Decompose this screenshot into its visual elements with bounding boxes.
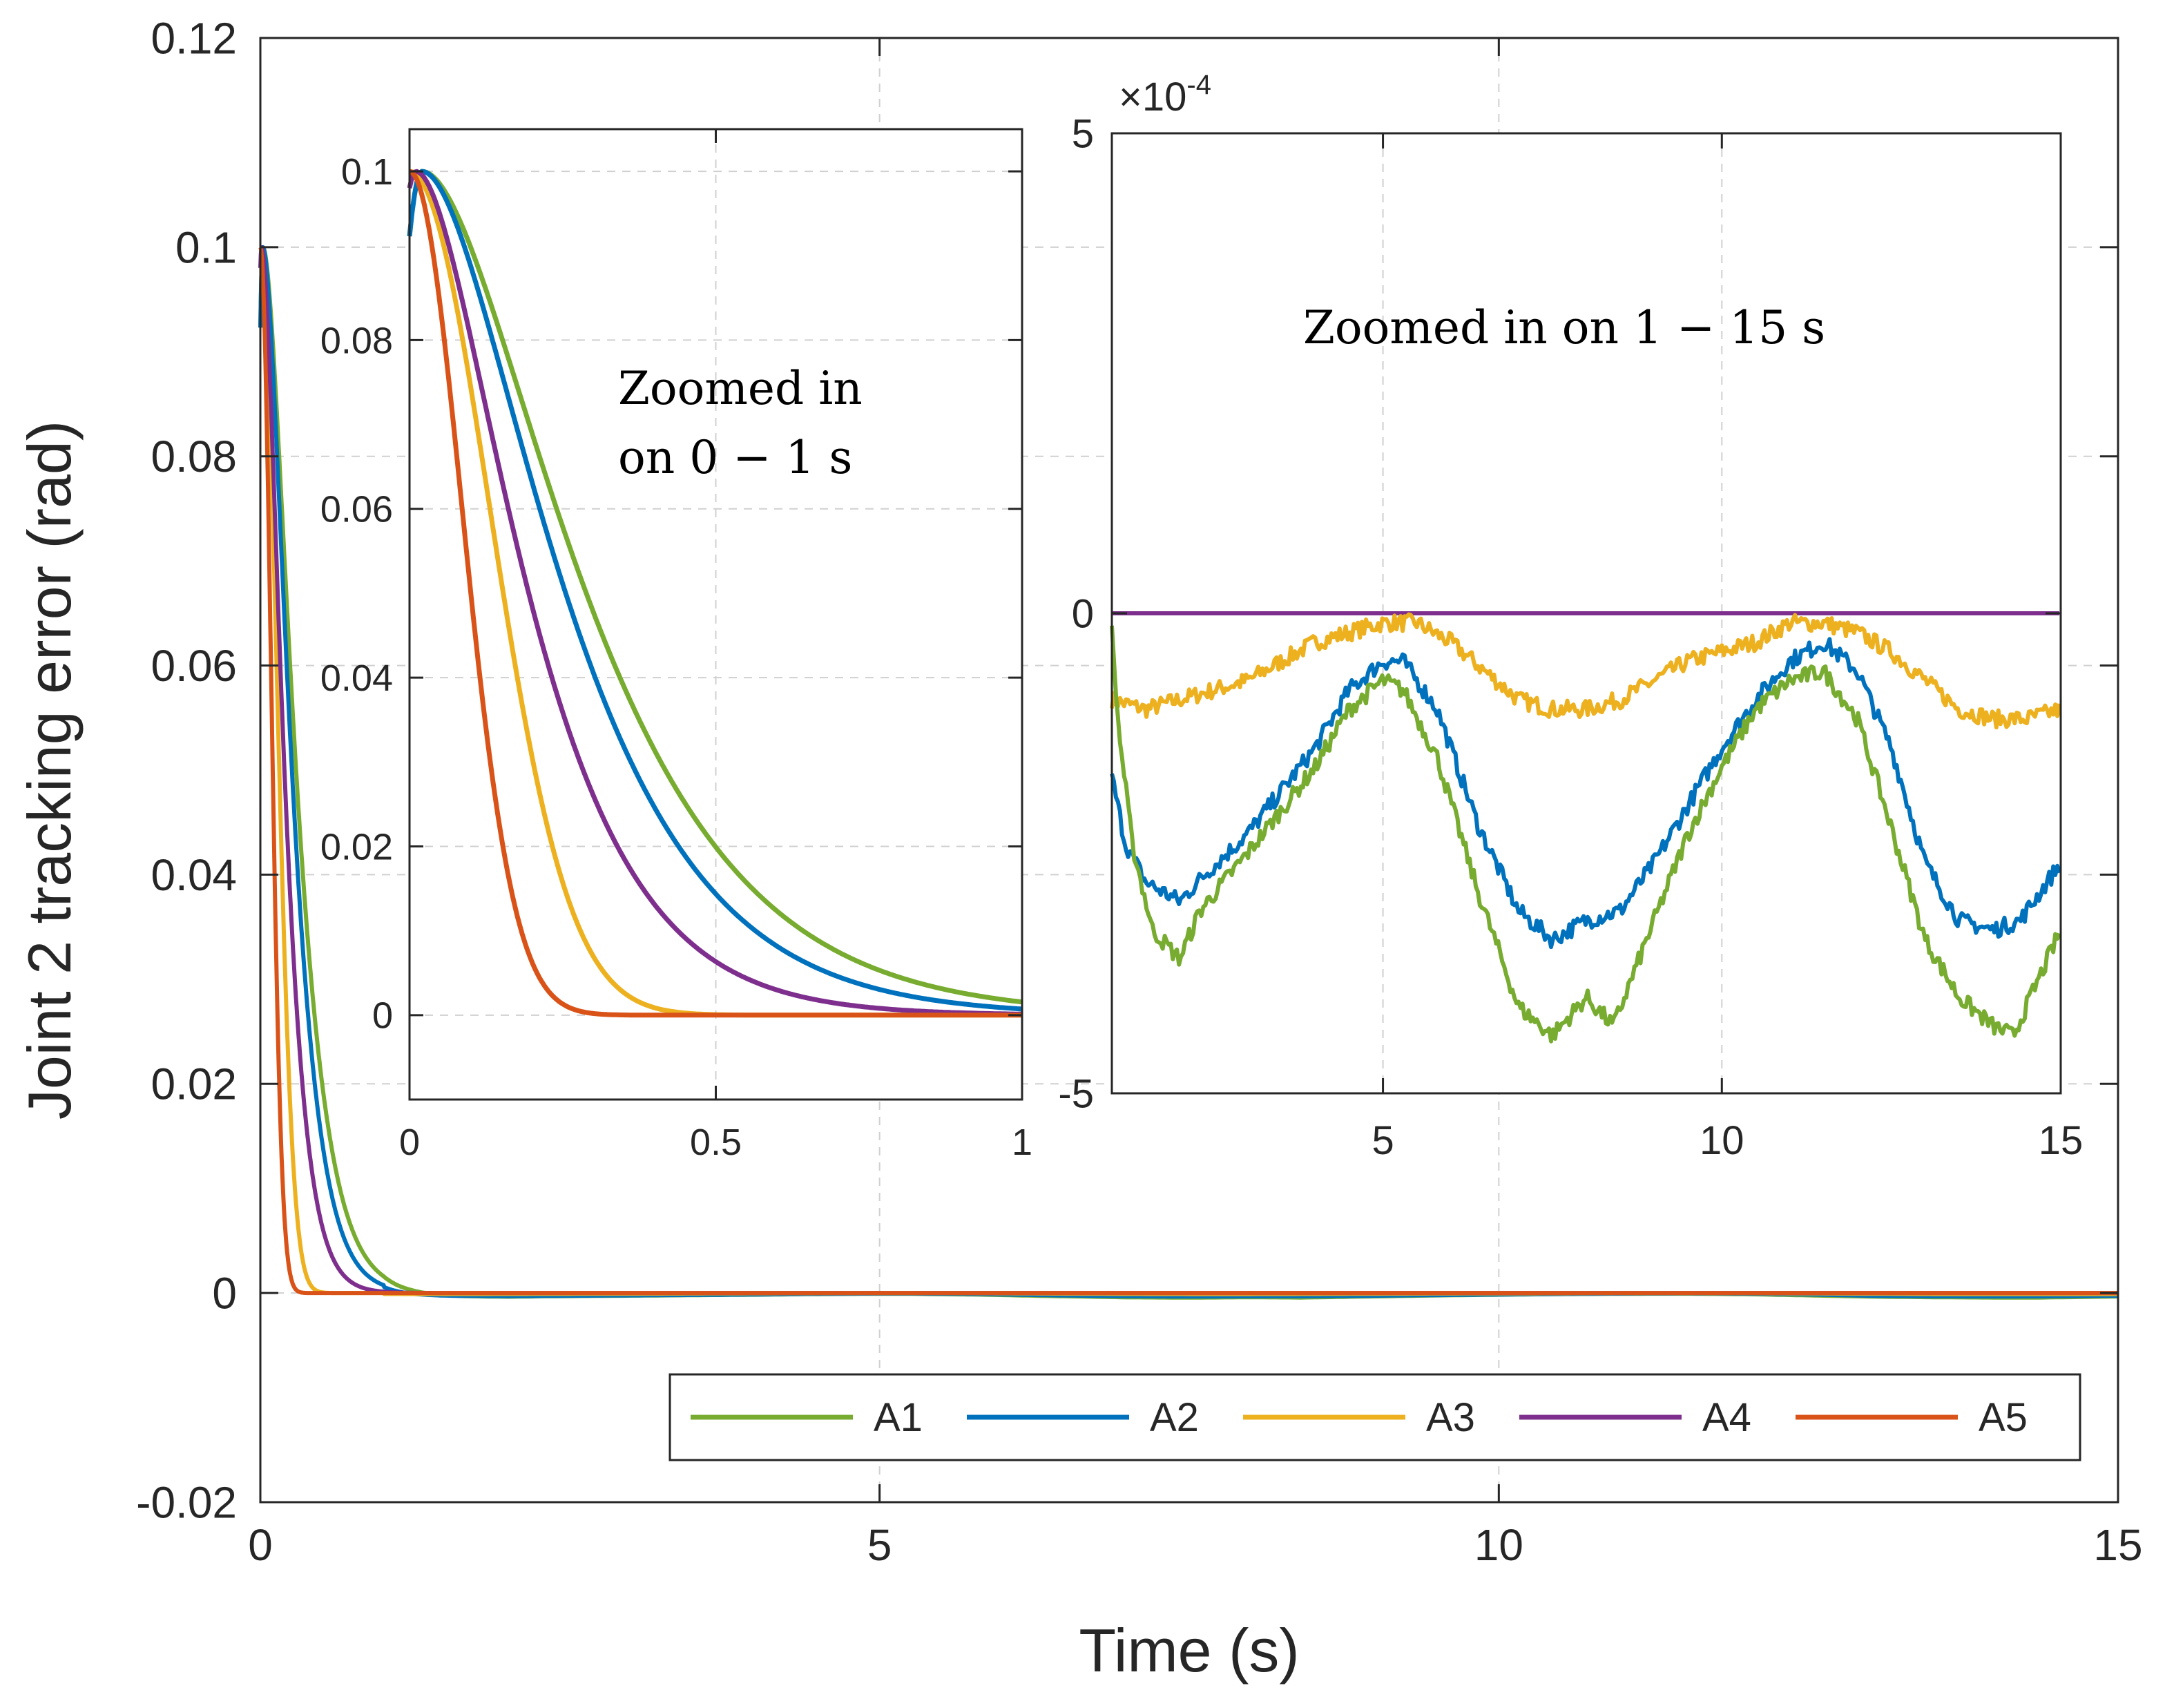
inset-left-ticks: 0 0.5 1 0 0.02 0.04 0.06 0.08 0.1 bbox=[320, 129, 1032, 1163]
main-axes-frame bbox=[259, 37, 2119, 1504]
inset-left-ytick-label: 0.08 bbox=[320, 320, 393, 361]
legend: A1 A2 A3 A4 A5 bbox=[668, 1373, 2081, 1461]
inset-right-annotation: Zoomed in on 1 − 15 s bbox=[1303, 301, 1825, 354]
main-ytick-label: 0.02 bbox=[151, 1059, 237, 1109]
inset-left-series-A4 bbox=[407, 169, 1022, 1017]
legend-label-A5: A5 bbox=[1979, 1395, 2028, 1440]
main-series-A5 bbox=[258, 246, 2118, 1296]
inset-left-ytick-label: 0.06 bbox=[320, 489, 393, 530]
inset-right-exponent-power: -4 bbox=[1186, 70, 1211, 100]
inset-right-ticks: 5 10 15 -5 0 5 bbox=[1058, 111, 2083, 1163]
main-ytick-label: 0.08 bbox=[151, 432, 237, 481]
inset-right-exponent: ×10-4 bbox=[1119, 70, 1211, 119]
inset-right-series-A2 bbox=[1110, 637, 2061, 950]
inset-left-annotation-line1: Zoomed in bbox=[618, 362, 863, 415]
inset-right-series-A3 bbox=[1110, 612, 2061, 730]
legend-label-A3: A3 bbox=[1426, 1395, 1475, 1440]
inset-left-annotation-line2: on 0 − 1 s bbox=[618, 431, 852, 484]
main-xtick-label: 15 bbox=[2093, 1520, 2142, 1570]
inset-left-ytick-label: 0.04 bbox=[320, 658, 393, 699]
main-ytick-label: 0.06 bbox=[151, 641, 237, 691]
main-ytick-label: 0.12 bbox=[151, 13, 237, 63]
main-ytick-label: 0.1 bbox=[175, 222, 237, 272]
inset-right-ytick-label: -5 bbox=[1058, 1071, 1094, 1116]
main-ytick-label: -0.02 bbox=[136, 1477, 237, 1527]
main-xtick-label: 0 bbox=[248, 1520, 273, 1570]
inset-right-series-lines bbox=[1110, 611, 2061, 1044]
inset-right-xtick-label: 5 bbox=[1372, 1118, 1394, 1163]
inset-left-series-lines bbox=[407, 169, 1023, 1018]
legend-label-A2: A2 bbox=[1150, 1395, 1199, 1440]
inset-left-series-A5 bbox=[408, 169, 1022, 1018]
inset-left-xtick-label: 0.5 bbox=[690, 1122, 742, 1163]
inset-left-ytick-label: 0.02 bbox=[320, 826, 393, 867]
inset-right-series-A1 bbox=[1110, 625, 2061, 1044]
inset-right-ytick-label: 5 bbox=[1072, 111, 1094, 156]
inset-right-ytick-label: 0 bbox=[1072, 591, 1094, 636]
inset-left-xtick-label: 0 bbox=[399, 1122, 420, 1163]
legend-label-A4: A4 bbox=[1702, 1395, 1751, 1440]
main-ytick-label: 0.04 bbox=[151, 850, 237, 900]
main-xtick-label: 5 bbox=[867, 1520, 892, 1570]
main-xtick-label: 10 bbox=[1474, 1520, 1523, 1570]
main-series-lines bbox=[258, 244, 2119, 1300]
inset-right-xtick-label: 15 bbox=[2039, 1118, 2084, 1163]
main-ytick-label: 0 bbox=[212, 1269, 237, 1318]
legend-label-A1: A1 bbox=[874, 1395, 923, 1440]
inset-left-series-A2 bbox=[407, 169, 1023, 1012]
inset-right-exponent-base: ×10 bbox=[1119, 75, 1186, 119]
main-xlabel: Time (s) bbox=[1079, 1616, 1299, 1685]
inset-left-ytick-label: 0 bbox=[372, 995, 393, 1037]
inset-right-xtick-label: 10 bbox=[1700, 1118, 1744, 1163]
inset-left-series-A1 bbox=[407, 169, 1023, 1005]
main-ylabel: Joint 2 tracking error (rad) bbox=[15, 421, 84, 1120]
inset-left-xtick-label: 1 bbox=[1012, 1122, 1032, 1163]
inset-left-ytick-label: 0.1 bbox=[341, 151, 393, 193]
